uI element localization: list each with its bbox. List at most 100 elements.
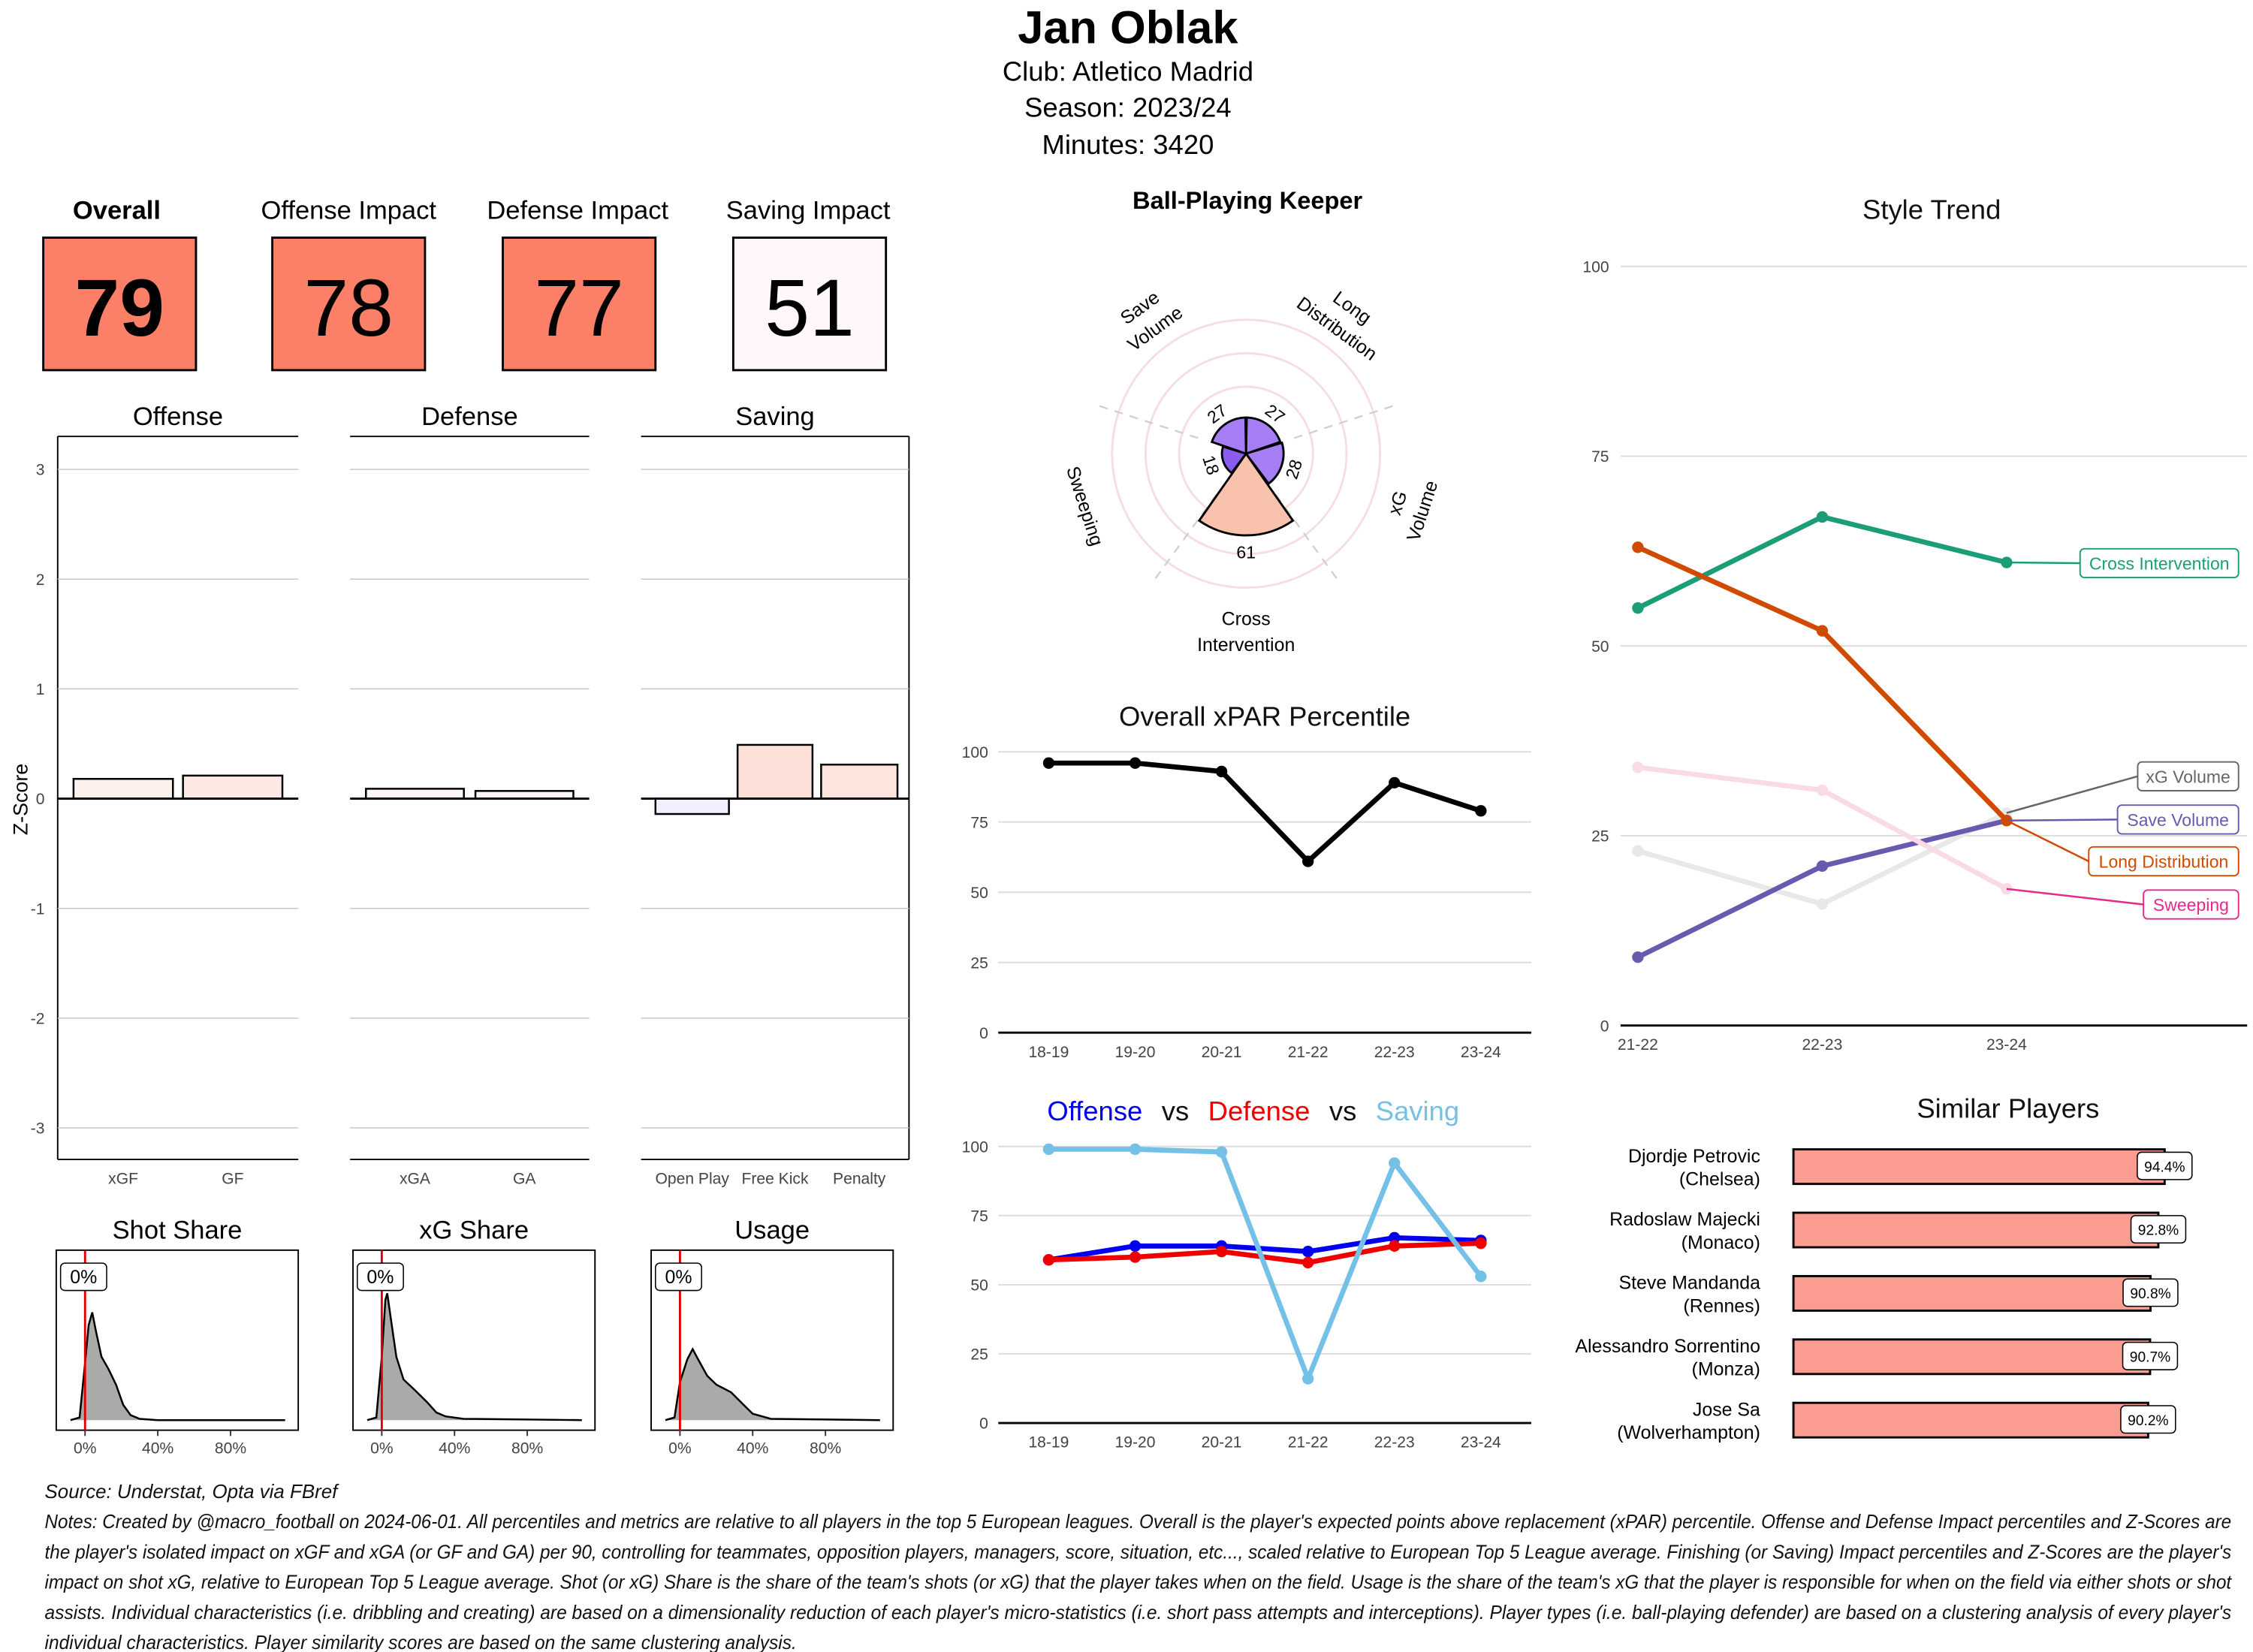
club-line: Club: Atletico Madrid: [1003, 56, 1253, 86]
ovd-title-vs1: vs: [1162, 1096, 1189, 1126]
polar-category-label: LongDistribution: [1292, 272, 1396, 365]
data-point: [1129, 1143, 1142, 1156]
x-tick-label: 19-20: [1115, 1044, 1156, 1061]
polar-value-label: 18: [1199, 453, 1223, 477]
y-tick-label: 75: [1591, 448, 1609, 466]
data-point: [1816, 860, 1829, 873]
data-point: [1129, 1251, 1142, 1263]
player-value-box: [59, 1262, 107, 1292]
data-point: [1632, 761, 1644, 773]
y-tick-label: -3: [31, 1120, 45, 1138]
score-box: [271, 237, 427, 372]
x-tick-label: 40%: [439, 1439, 470, 1457]
score-value: 79: [75, 263, 164, 353]
similarity-label: 92.8%: [2138, 1223, 2179, 1239]
y-tick-label: 0: [979, 1415, 988, 1433]
polar-spoke: [1293, 405, 1395, 439]
player-club: (Monza): [1692, 1359, 1760, 1380]
player-name: Djordje Petrovic: [1628, 1146, 1760, 1167]
x-tick-label: 21-22: [1618, 1036, 1658, 1054]
notes-line: assists. Individual characteristics (i.e…: [45, 1602, 2232, 1623]
polar-wedge: [1197, 451, 1295, 537]
score-value: 77: [534, 263, 623, 353]
data-point: [1389, 1157, 1401, 1169]
style-trend-title: Style Trend: [1862, 194, 2001, 225]
polar-wedge: [1210, 416, 1247, 456]
notes-line: Notes: Created by @macro_football on 202…: [45, 1512, 2232, 1533]
label-connector: [2006, 818, 2118, 821]
similar-players-title: Similar Players: [1917, 1093, 2099, 1123]
notes-line: the player's isolated impact on xGF and …: [45, 1542, 2232, 1563]
series-label: Save Volume: [2127, 810, 2229, 830]
x-tick-label: 22-23: [1374, 1044, 1415, 1061]
polar-spoke: [1274, 493, 1338, 580]
data-point: [1302, 1246, 1314, 1258]
x-tick-label: 80%: [511, 1439, 543, 1457]
xpar-title: Overall xPAR Percentile: [1119, 701, 1410, 732]
series-line: [1048, 1234, 1481, 1263]
y-tick-label: 100: [1582, 259, 1609, 276]
x-tick-label: Penalty: [833, 1171, 886, 1188]
x-tick-label: 0%: [668, 1439, 691, 1457]
similarity-label-box: [2122, 1278, 2179, 1307]
y-tick-label: -2: [31, 1011, 45, 1028]
ovd-title-offense: Offense: [1047, 1096, 1142, 1126]
x-tick-label: 40%: [142, 1439, 173, 1457]
x-tick-label: GA: [513, 1171, 536, 1188]
z-bar: [736, 743, 814, 800]
share-density-charts: Shot Share 0% 0% 40% 80% xG Share 0% 0% 40% 80% Us…: [55, 1216, 894, 1457]
z-score-chart: Z-Score 3 2 1 0 -1 -2 -3 Offense xGF GF Defense xGA G…: [10, 402, 910, 1188]
z-bar: [820, 764, 899, 800]
y-tick-label: 75: [970, 1208, 988, 1225]
x-tick-label: 80%: [215, 1439, 246, 1457]
player-club: (Wolverhampton): [1617, 1422, 1760, 1443]
player-club: (Monaco): [1681, 1232, 1760, 1253]
x-tick-label: 19-20: [1115, 1434, 1156, 1452]
z-score-axis-label: Z-Score: [10, 764, 32, 835]
similarity-bar: [1792, 1274, 2152, 1312]
data-point: [1816, 784, 1829, 796]
series-label-box: [2143, 889, 2239, 920]
density-title: Shot Share: [113, 1216, 243, 1245]
player-name: Jan Oblak: [1018, 2, 1238, 54]
y-tick-label: -1: [31, 900, 45, 918]
similarity-bar: [1792, 1338, 2152, 1376]
x-tick-label: 40%: [737, 1439, 768, 1457]
player-name: Radoslaw Majecki: [1609, 1209, 1760, 1230]
series-line: [1048, 760, 1482, 864]
x-tick-label: 22-23: [1802, 1036, 1842, 1054]
polar-gridline: [1111, 318, 1382, 589]
data-point: [1389, 1231, 1401, 1244]
polar-wedge: [1244, 441, 1285, 486]
xpar-percentile-chart: Overall xPAR Percentile 0 25 50 75 100 18-19 1…: [962, 701, 1531, 1061]
style-trend-chart: Style Trend 0 25 50 75 100 21-22 22-23 23-24 Cro…: [1582, 194, 2248, 1054]
similarity-label-box: [2137, 1151, 2193, 1180]
player-club: (Chelsea): [1679, 1169, 1760, 1190]
similarity-bar: [1792, 1148, 2166, 1186]
z-bar: [654, 797, 730, 815]
polar-category-label: xGVolume: [1378, 470, 1442, 544]
score-value: 78: [304, 263, 394, 353]
series-label-box: [2088, 846, 2239, 877]
data-point: [1129, 1240, 1142, 1253]
x-tick-label: Open Play: [655, 1171, 729, 1188]
density-title: Usage: [734, 1216, 810, 1245]
data-point: [1475, 805, 1487, 817]
density-area: [665, 1349, 880, 1421]
player-value-label: 0%: [366, 1267, 394, 1288]
label-connector: [2006, 561, 2080, 565]
similarity-label-box: [2120, 1405, 2176, 1434]
y-tick-label: 100: [962, 744, 988, 761]
data-point: [1389, 1240, 1401, 1253]
series-label: Sweeping: [2153, 895, 2229, 915]
data-point: [1475, 1237, 1487, 1250]
data-point: [1042, 1254, 1055, 1266]
data-point: [1215, 1246, 1228, 1258]
similarity-bar: [1792, 1211, 2160, 1249]
series-label: Cross Intervention: [2089, 554, 2230, 574]
series-label-box: [2116, 804, 2239, 835]
y-tick-label: 0: [979, 1025, 988, 1042]
similar-players-chart: Similar Players Djordje Petrovic(Chelsea…: [1575, 1093, 2193, 1443]
z-bar: [182, 774, 284, 800]
